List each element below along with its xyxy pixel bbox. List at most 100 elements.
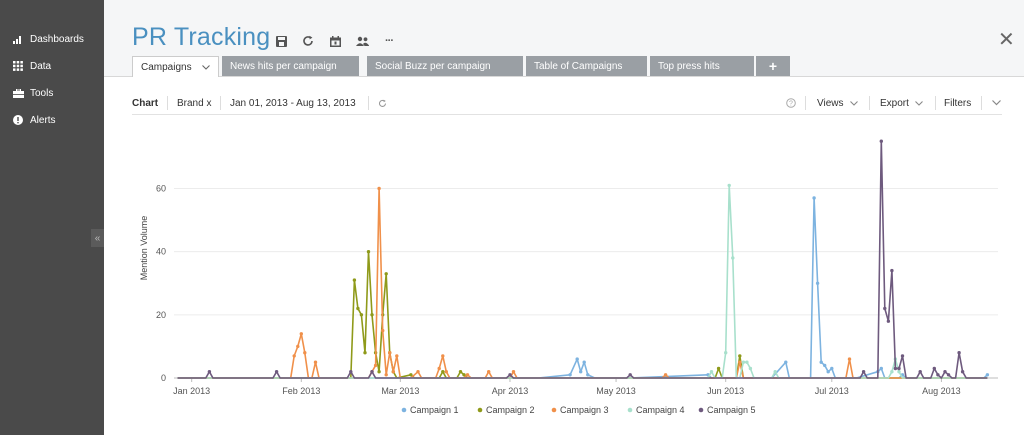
data-point	[943, 370, 947, 374]
x-tick-label: Apr 2013	[492, 386, 529, 396]
y-axis-label: Mention Volume	[139, 216, 149, 281]
data-point	[819, 360, 823, 364]
x-axis-ticks: Jan 2013 Feb 2013 Mar 2013 Apr 2013 May 2013…	[173, 378, 961, 396]
sidebar-item-label: Data	[30, 60, 52, 72]
toolbar-collapse-icon[interactable]	[992, 92, 1001, 114]
tab-label: Campaigns	[141, 61, 192, 73]
series-line-campaign-5	[177, 140, 988, 379]
data-point	[890, 268, 894, 273]
data-point	[313, 360, 318, 364]
chart-view-button[interactable]: Chart	[132, 97, 159, 109]
tab-top-press-hits[interactable]: Top press hits	[650, 56, 754, 76]
data-point	[663, 373, 668, 377]
legend-item-campaign-4: Campaign 4	[627, 405, 685, 415]
more-options-icon[interactable]: ···	[385, 35, 394, 47]
help-icon[interactable]: ?	[786, 92, 796, 114]
data-point	[395, 354, 399, 358]
series-campaign-2	[177, 250, 988, 379]
refresh-data-icon[interactable]	[378, 92, 387, 114]
share-users-icon[interactable]	[355, 34, 369, 48]
data-point	[946, 373, 951, 377]
toolbar-divider	[869, 96, 870, 110]
legend-item-campaign-2: Campaign 2	[477, 405, 535, 415]
export-label: Export	[880, 97, 909, 109]
data-point	[444, 370, 448, 374]
sidebar: Dashboards Data Tools Alerts «	[0, 0, 104, 435]
chevron-down-icon	[201, 62, 210, 73]
bar-chart-icon	[10, 35, 26, 44]
data-point	[628, 373, 632, 377]
data-point	[363, 351, 367, 355]
chart-gridlines	[174, 188, 998, 379]
data-point	[900, 354, 905, 358]
data-point	[416, 370, 420, 374]
sidebar-item-data[interactable]: Data	[0, 55, 104, 77]
data-point	[815, 281, 820, 285]
views-dropdown[interactable]: Views	[817, 92, 858, 114]
data-point	[437, 366, 441, 371]
data-point	[349, 370, 353, 374]
save-icon[interactable]	[274, 34, 288, 48]
plus-icon: +	[768, 58, 778, 74]
collapse-sidebar-button[interactable]: «	[91, 229, 104, 247]
x-tick-label: Feb 2013	[282, 386, 320, 396]
toolbar-divider	[368, 96, 369, 110]
data-point	[879, 139, 883, 143]
data-point	[373, 363, 378, 368]
tab-table-of-campaigns[interactable]: Table of Campaigns	[526, 56, 647, 76]
data-point	[274, 370, 279, 374]
data-point	[883, 306, 887, 311]
chart-toolbar: Chart Brand x Jan 01, 2013 - Aug 13, 201…	[132, 92, 1002, 115]
series-campaign-1	[177, 196, 990, 379]
data-point	[847, 357, 852, 361]
legend-label: Campaign 3	[560, 405, 609, 415]
refresh-icon[interactable]	[301, 34, 315, 48]
tab-social-buzz-per-campaign[interactable]: Social Buzz per campaign	[367, 56, 523, 76]
toolbar-divider	[220, 96, 221, 110]
close-icon[interactable]: ✕	[998, 29, 1015, 51]
legend-item-campaign-5: Campaign 5	[698, 405, 756, 415]
data-point	[370, 313, 374, 317]
data-point	[731, 256, 735, 260]
sidebar-item-tools[interactable]: Tools	[0, 82, 104, 104]
toolbox-icon	[10, 88, 26, 98]
toolbar-divider	[981, 96, 982, 110]
data-point	[716, 366, 721, 371]
brand-filter[interactable]: Brand x	[177, 97, 212, 109]
add-tab-button[interactable]: +	[756, 56, 790, 76]
calendar-icon[interactable]	[328, 34, 342, 48]
series-campaign-4	[177, 183, 988, 379]
filters-button[interactable]: Filters	[944, 97, 972, 109]
chart-series	[177, 139, 990, 379]
data-point	[377, 370, 381, 374]
data-point	[918, 370, 922, 374]
export-dropdown[interactable]: Export	[880, 92, 923, 114]
legend-marker	[477, 407, 483, 413]
tab-label: News hits per campaign	[230, 60, 337, 72]
sidebar-item-dashboards[interactable]: Dashboards	[0, 28, 104, 50]
data-point	[359, 313, 364, 317]
data-point	[738, 354, 742, 358]
x-tick-label: May 2013	[596, 386, 636, 396]
data-point	[296, 344, 300, 349]
y-tick-label: 60	[156, 184, 166, 194]
sidebar-item-alerts[interactable]: Alerts	[0, 109, 104, 131]
data-point	[511, 370, 516, 374]
data-point	[879, 366, 883, 371]
data-point	[487, 370, 491, 374]
series-line-campaign-4	[177, 184, 988, 379]
series-line-campaign-1	[177, 197, 988, 379]
data-point	[409, 373, 413, 377]
data-point	[893, 366, 898, 371]
data-point	[292, 354, 296, 358]
data-point	[384, 272, 388, 276]
tab-campaigns[interactable]: Campaigns	[132, 56, 219, 77]
series-campaign-3	[177, 186, 988, 379]
date-range-picker[interactable]: Jan 01, 2013 - Aug 13, 2013	[230, 97, 356, 109]
legend-label: Campaign 1	[410, 405, 459, 415]
y-tick-label: 20	[156, 310, 166, 320]
data-point	[932, 366, 936, 371]
sidebar-item-label: Alerts	[30, 114, 56, 126]
tab-news-hits-per-campaign[interactable]: News hits per campaign	[222, 56, 359, 76]
data-point	[441, 354, 445, 358]
